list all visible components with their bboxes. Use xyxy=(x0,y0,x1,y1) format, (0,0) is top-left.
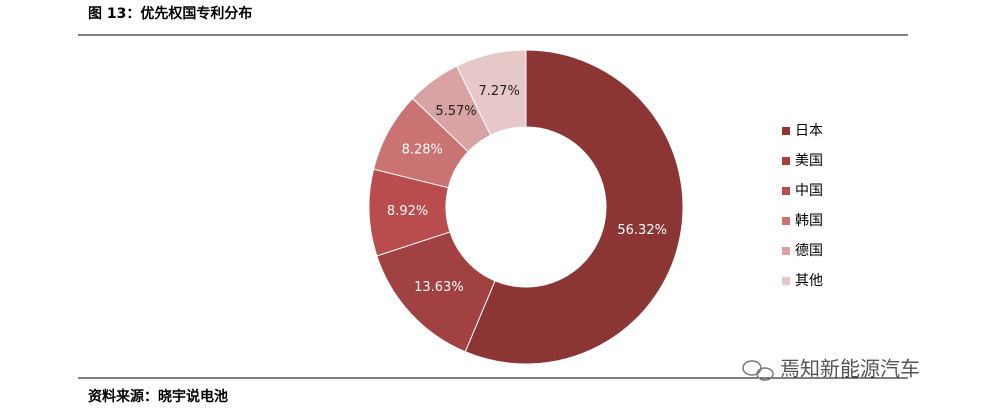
data-label: 7.27% xyxy=(479,84,520,99)
legend-swatch xyxy=(782,157,790,165)
slice xyxy=(456,49,527,136)
legend-label: 其他 xyxy=(795,273,823,289)
legend-swatch xyxy=(782,277,790,285)
source: 资料来源：晓宇说电池 xyxy=(88,388,228,405)
legend-label: 美国 xyxy=(795,153,823,169)
data-label: 5.57% xyxy=(435,104,476,119)
chart-title: 图 13：优先权国专利分布 xyxy=(88,5,252,22)
legend-label: 韩国 xyxy=(795,213,823,229)
data-label: 8.28% xyxy=(402,142,443,157)
slice xyxy=(464,49,684,365)
watermark: 焉知新能源汽车 xyxy=(780,357,920,381)
legend-swatch xyxy=(782,127,790,135)
legend-swatch xyxy=(782,247,790,255)
legend-swatch xyxy=(782,187,790,195)
watermark-icon xyxy=(742,360,774,381)
legend-label: 中国 xyxy=(795,183,823,199)
legend-swatch xyxy=(782,217,790,225)
data-label: 8.92% xyxy=(387,204,428,219)
legend-label: 德国 xyxy=(795,243,823,259)
legend-label: 日本 xyxy=(795,123,823,139)
data-label: 13.63% xyxy=(414,280,464,295)
data-label: 56.32% xyxy=(617,223,667,238)
